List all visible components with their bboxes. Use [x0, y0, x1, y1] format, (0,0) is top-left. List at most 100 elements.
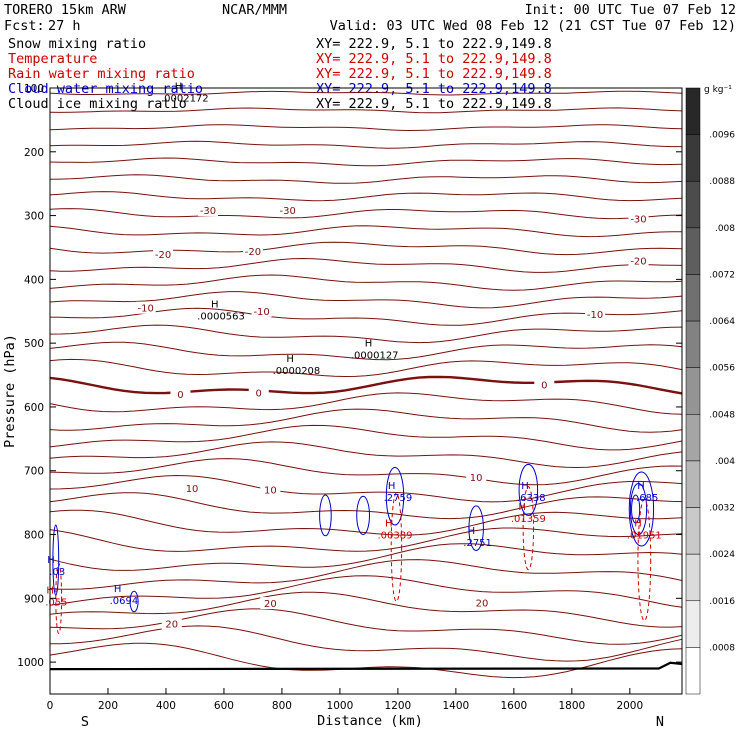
maximum-value: .2759: [384, 493, 413, 504]
colorbar-segment: [685, 134, 701, 182]
contour-label-bg: [135, 301, 156, 314]
maximum-marker: H: [114, 584, 122, 595]
temperature-contour-label: 20: [165, 619, 178, 630]
temperature-contour-label: 0: [541, 380, 547, 391]
model-title: TORERO 15km ARW: [4, 2, 127, 18]
maximum-value: .0694: [110, 596, 139, 607]
maximum-value: .685: [636, 493, 658, 504]
cloud-water-contour: [628, 471, 655, 547]
y-tick-label: 800: [24, 530, 44, 542]
colorbar-label: .008: [715, 224, 735, 234]
y-tick-label: 100: [24, 83, 44, 95]
colorbar-segment: [685, 460, 701, 508]
temperature-isotherm: [49, 324, 683, 344]
maximum-marker: H: [175, 82, 183, 93]
contour-label-bg: [198, 204, 218, 217]
legend-entry-name: Temperature: [8, 51, 97, 67]
y-tick-label: 700: [24, 466, 44, 478]
temperature-isotherm: [49, 257, 683, 273]
temperature-isotherm: [49, 124, 683, 132]
colorbar-segment: [685, 507, 701, 555]
y-tick-label: 500: [24, 338, 44, 350]
x-tick-label: 200: [98, 700, 118, 712]
temperature-contour-label: 0: [177, 390, 183, 401]
temperature-contour-label: 20: [476, 598, 489, 609]
temperature-isotherm: [49, 608, 683, 645]
temperature-contour-label: 10: [186, 484, 199, 495]
contour-labels: -30 -30 -30 -20 -20 -20 -10 -10 -10 0 0 0 10 10 10 20 20…: [135, 204, 649, 630]
legend-entry-coords: XY= 222.9, 5.1 to 222.9,149.8: [316, 96, 552, 112]
temperature-isotherm: [49, 107, 683, 114]
y-tick-label: 200: [24, 147, 44, 159]
temperature-contour-label: -20: [245, 247, 261, 258]
x-tick-label: 0: [47, 700, 54, 712]
temperature-isotherm: [49, 509, 683, 536]
colorbar-segment: [685, 600, 701, 648]
y-tick-label: 400: [24, 274, 44, 286]
cloud-water-contour: [518, 463, 539, 516]
temperature-isotherm: [49, 241, 683, 256]
valid-time: Valid: 03 UTC Wed 08 Feb 12 (21 CST Tue …: [330, 18, 736, 34]
colorbar-label: .0072: [709, 270, 735, 280]
colorbar-segment: [685, 367, 701, 415]
temperature-contour-label: -20: [630, 257, 646, 268]
y-axis-label: Pressure (hPa): [2, 334, 18, 448]
y-tick-label: 900: [24, 593, 44, 605]
contour-label-bg: [585, 308, 606, 321]
rain-water-contour: [522, 486, 535, 571]
temperature-isotherm: [49, 441, 683, 469]
colorbar-label: .0032: [709, 504, 735, 514]
temperature-isotherm: [49, 625, 683, 662]
contour-label-bg: [242, 244, 263, 257]
cloud-water-contour: [52, 524, 60, 596]
temperature-isotherm: [49, 458, 683, 486]
maxima-labels: H.0000563H.0000208H.0000127H.0002172H.27…: [45, 82, 662, 609]
temperature-contour-label: -10: [253, 307, 269, 318]
colorbar-segment: [685, 274, 701, 322]
temperature-isotherm: [49, 90, 683, 96]
cloud-water-contour: [385, 467, 405, 526]
temperature-contour-label: -30: [630, 214, 646, 225]
contour-label-bg: [182, 482, 203, 495]
x-tick-label: 2000: [616, 700, 643, 712]
maximum-value: .6338: [517, 493, 546, 504]
maximum-marker: H: [365, 339, 373, 350]
temperature-contour-label: -20: [155, 250, 171, 261]
colorbar-label: .0048: [709, 410, 735, 420]
contour-label-bg: [471, 596, 492, 609]
maximum-value: .03: [49, 567, 65, 578]
y-tick-label: 600: [24, 402, 44, 414]
plot-frame: [49, 87, 683, 695]
temperature-contour-label: 10: [470, 473, 483, 484]
maximum-value: .055: [45, 598, 67, 609]
temperature-isotherm: [49, 591, 683, 628]
colorbar-label: .0008: [709, 643, 735, 653]
temperature-isotherm: [49, 140, 682, 149]
x-tick-label: 1800: [558, 700, 585, 712]
temperature-isotherm: [49, 375, 683, 395]
contour-label-bg: [260, 483, 281, 496]
x-tick-label: 800: [272, 700, 292, 712]
colorbar-label: .004: [715, 457, 735, 467]
colorbar-label: .0016: [709, 597, 735, 607]
rain-water-contour: [637, 498, 652, 622]
rain-water-contours: [55, 486, 652, 634]
rain-water-contour: [390, 492, 403, 603]
legend-entry-name: Snow mixing ratio: [8, 36, 146, 52]
x-axis-label: Distance (km): [317, 713, 423, 729]
maximum-marker: H: [385, 519, 393, 530]
cloud-water-contour: [356, 495, 370, 536]
temperature-isotherm: [49, 392, 683, 415]
colorbar-segment: [685, 227, 701, 275]
x-tick-label: 600: [214, 700, 234, 712]
temperature-isotherm: [49, 191, 683, 202]
colorbar-label: .0088: [709, 177, 735, 187]
temperature-isotherm: [49, 291, 683, 309]
y-tick-label: 1000: [17, 657, 44, 669]
temperature-contour-label: 10: [264, 486, 277, 497]
temperature-isotherm: [49, 408, 683, 433]
x-axis-south-label: S: [81, 714, 89, 730]
maximum-value: .0000127: [351, 351, 399, 362]
x-axis-north-label: N: [656, 714, 664, 730]
contour-label-bg: [153, 248, 174, 261]
